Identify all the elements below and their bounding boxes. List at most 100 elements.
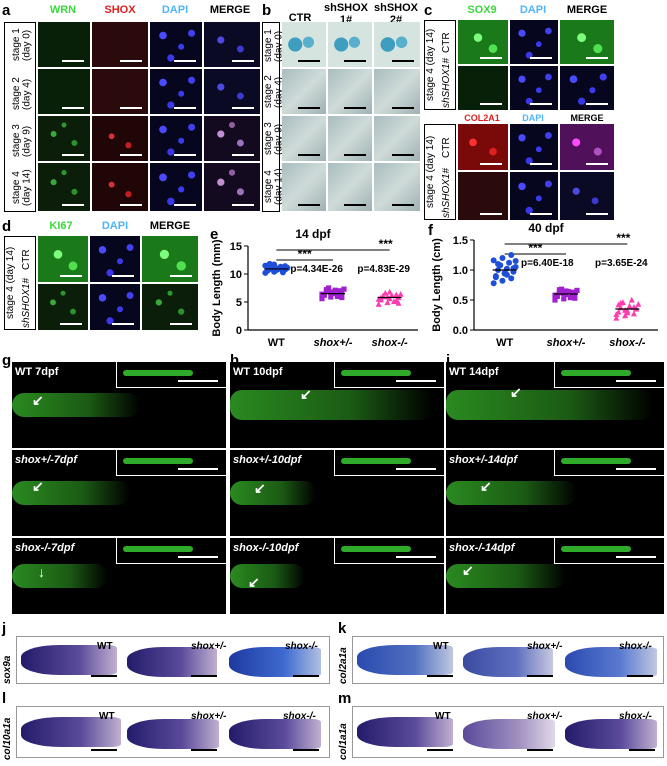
image-a-wrn-stage3 [38,116,90,161]
data-point [563,288,569,294]
image-a-shox-stage4 [92,163,148,211]
panel-label-b: b [262,2,272,19]
image-a-wrn-stage4 [38,163,90,211]
fish-i-wt: WT 14dpf ↙ [446,362,664,448]
ish-k-ko: shox-/- [619,641,652,652]
data-point [499,255,506,261]
arrow-icon: ↙ [510,384,522,400]
image-a-wrn-stage2 [38,69,90,114]
data-point [393,291,400,298]
data-point [635,301,642,307]
ish-j-het: shox+/- [191,641,227,652]
panel-label-a: a [2,2,11,19]
image-b-sh1-stage4 [328,163,372,211]
x-tick-label: shox+/- [547,337,586,349]
y-tick-label: 15 [230,241,242,253]
header-c-merge2: MERGE [570,113,604,123]
header-wrn: WRN [49,4,77,16]
image-b-sh2-stage2 [374,69,420,114]
data-point [284,264,291,271]
image-b-sh1-stage3 [328,116,372,161]
data-point [617,299,624,306]
data-point [508,252,515,258]
chart-title: 14 dpf [295,227,331,241]
gene-label-m: col1a1a [338,723,349,760]
data-point [388,292,395,298]
header-b-ctr: CTR [288,12,312,24]
image-a-dapi-stage1 [150,22,202,67]
data-point [319,296,325,302]
gene-label-j: sox9a [2,655,13,684]
data-point [554,293,560,299]
arrow-icon: ↙ [480,478,492,494]
image-c-merge2-sh [560,172,614,220]
data-point [391,298,398,305]
fish-title-h-wt: WT 10dpf [233,366,283,378]
panel-label-d: d [2,218,12,235]
ish-panel-l: WT shox+/- shox-/- [16,706,330,758]
row-label-d-ctr: CTR [21,249,32,271]
image-c-merge2-ctr [560,124,614,170]
data-point [321,292,327,298]
stage-label-c-top: stage 4 (day 14) [425,28,436,102]
data-point [339,294,345,301]
image-a-shox-stage1 [92,22,148,67]
data-point [506,259,513,266]
y-tick-label: 5 [236,297,242,309]
panel-label-l: l [2,690,7,707]
ish-l-wt: WT [99,711,115,722]
image-d-merge-ctr [142,236,198,282]
image-a-merge-stage4 [204,163,260,211]
panel-label-e: e [210,226,219,243]
data-point [323,287,329,293]
image-c-dapi-ctr [510,20,558,64]
row-label-c-shshox: shSHOX1# [441,57,452,108]
data-point [556,287,562,293]
fish-g-ko: shox-/-7dpf ↓ [12,538,226,614]
x-tick-label: shox-/- [609,337,645,349]
row-label-a-stage2: stage 2 (day 4) [11,77,33,111]
data-point [375,301,382,307]
header-merge: MERGE [209,4,251,16]
chart-e: 0 5 10 15 Body Length (mm) WT shox+/- shox-/- 14… [211,227,418,349]
fish-title-i-het: shox+/-14dpf [449,454,518,466]
data-point [572,295,578,301]
panel-label-j: j [2,620,7,637]
sig-stars: *** [298,247,312,261]
data-point [512,258,519,264]
data-point [397,290,404,297]
fish-h-ko: shox-/-10dpf ↙ [230,538,444,614]
data-point [630,310,637,317]
image-a-dapi-stage4 [150,163,202,211]
header-d-ki67: KI67 [49,220,73,232]
data-point [624,309,631,316]
chart-f: 0.0 0.5 1.0 1.5 Body Length (cm) WT shox+/- sho… [431,221,658,349]
image-c-merge-sh [560,66,614,110]
data-point [395,299,402,306]
data-point [495,261,502,267]
image-c-col2a1-ctr [458,124,508,170]
data-point [508,275,515,282]
data-point [626,302,633,309]
ish-panel-m: WT shox+/- shox-/- [352,706,664,758]
fish-title-i-ko: shox-/-14dpf [449,542,515,554]
data-point [490,257,497,264]
image-c-col2a1-sh [458,172,508,220]
image-c-merge-ctr [560,20,614,64]
image-b-ctr-stage1 [282,22,326,67]
y-axis-label: Body Length (mm) [211,239,223,336]
panel-label-m: m [338,690,352,707]
fish-i-het: shox+/-14dpf ↙ [446,450,664,536]
ish-m-ko: shox-/- [619,711,652,722]
chart-title: 40 dpf [528,221,564,235]
header-d-dapi: DAPI [101,220,129,232]
ish-m-het: shox+/- [527,711,563,722]
header-c-sox9: SOX9 [467,4,497,16]
arrow-icon: ↙ [462,562,474,578]
panel-label-h: h [230,352,240,369]
y-tick-label: 0.0 [453,325,468,337]
panel-label-g: g [2,352,12,369]
data-point [622,312,629,319]
data-point [503,271,510,278]
image-a-shox-stage3 [92,116,148,161]
